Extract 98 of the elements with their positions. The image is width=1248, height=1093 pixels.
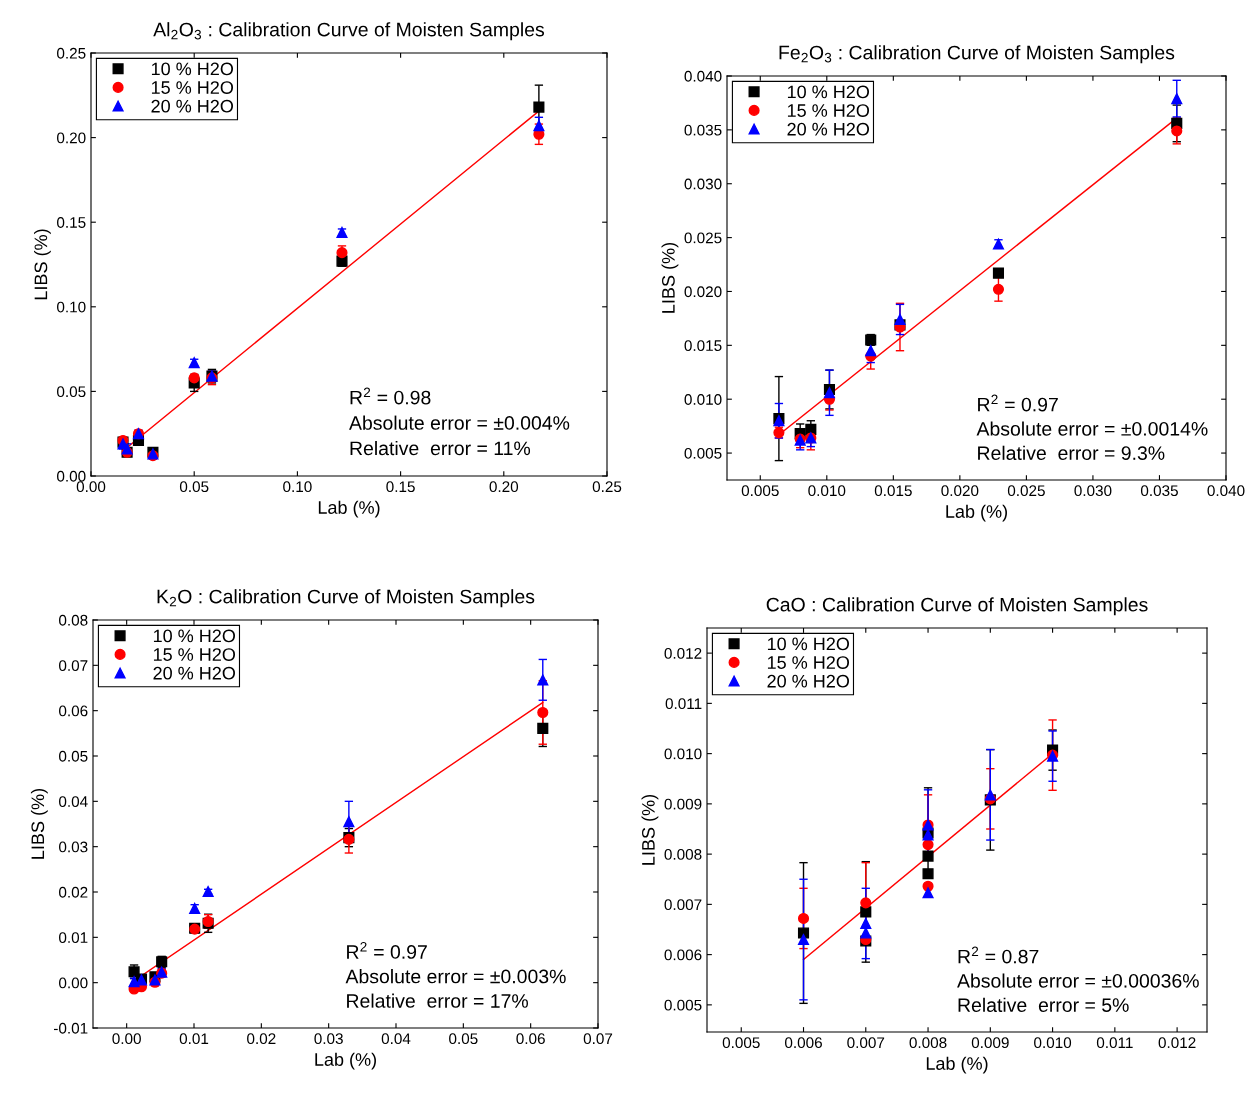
y-tick-label: 0.005 xyxy=(664,999,702,1011)
y-tick-label: 0.010 xyxy=(684,394,722,405)
annotation: Relative error = 11% xyxy=(350,440,531,456)
x-axis-title: Lab (%) xyxy=(926,1056,988,1074)
annotation: Absolute error = ±0.0014% xyxy=(976,421,1208,436)
x-tick-label: 0.20 xyxy=(489,481,519,493)
y-tick-label: -0.01 xyxy=(54,1022,88,1034)
x-axis-title: Lab (%) xyxy=(315,1052,376,1070)
y-axis-title: LIBS (%) xyxy=(34,229,51,300)
x-tick-label: 0.015 xyxy=(874,485,912,497)
y-tick-label: 0.015 xyxy=(684,340,722,352)
y-tick-label: 0.009 xyxy=(664,798,702,810)
x-tick-label: 0.020 xyxy=(941,485,979,497)
annotation: Absolute error = ±0.00036% xyxy=(957,973,1199,988)
x-axis-title: Lab (%) xyxy=(318,500,380,518)
y-tick-label: 0.006 xyxy=(664,949,702,961)
x-tick-label: 0.008 xyxy=(909,1037,947,1049)
annotation: R$^{2}$ = 0.97 xyxy=(347,941,427,959)
y-tick-label: 0.20 xyxy=(57,132,86,144)
annotation: Absolute error = ±0.004% xyxy=(349,415,570,430)
x-tick-label: 0.00 xyxy=(112,1033,141,1045)
x-tick-label: 0.005 xyxy=(722,1037,760,1049)
x-tick-label: 0.06 xyxy=(516,1033,545,1045)
y-tick-label: 0.030 xyxy=(684,178,722,190)
chart-title: CaO : Calibration Curve of Moisten Samples xyxy=(766,597,1148,616)
y-tick-label: 0.10 xyxy=(57,301,86,313)
legend-label: 10 % H2O xyxy=(787,85,870,99)
y-tick-label: 0.25 xyxy=(57,47,86,59)
legend-label: 20 % H2O xyxy=(767,674,850,688)
annotation: Relative error = 5% xyxy=(958,997,1129,1012)
y-tick-label: 0.01 xyxy=(59,932,88,944)
annotation: Relative error = 17% xyxy=(347,993,528,1008)
legend-label: 15 % H2O xyxy=(787,104,870,117)
y-tick-label: 0.08 xyxy=(59,614,88,626)
x-tick-label: 0.04 xyxy=(381,1033,411,1045)
x-tick-label: 0.007 xyxy=(847,1037,885,1049)
x-tick-label: 0.005 xyxy=(741,485,779,497)
x-tick-label: 0.012 xyxy=(1158,1037,1196,1049)
x-tick-label: 0.10 xyxy=(283,481,312,493)
legend-label: 15 % H2O xyxy=(151,81,234,94)
y-tick-label: 0.15 xyxy=(57,217,86,228)
x-tick-label: 0.009 xyxy=(971,1037,1009,1049)
x-axis-title: Lab (%) xyxy=(946,504,1007,522)
y-tick-label: 0.03 xyxy=(59,841,88,853)
legend-label: 10 % H2O xyxy=(767,637,850,651)
y-tick-label: 0.008 xyxy=(664,848,702,860)
legend-label: 15 % H2O xyxy=(767,656,850,669)
x-tick-label: 0.03 xyxy=(314,1033,343,1045)
y-axis-title: LIBS (%) xyxy=(30,789,48,859)
x-tick-label: 0.05 xyxy=(449,1033,478,1045)
chart-title: Al$_{2}$O$_{3}$ : Calibration Curve of Moisten Samples xyxy=(153,22,545,41)
y-tick-label: 0.06 xyxy=(59,705,88,717)
annotation: Relative error = 9.3% xyxy=(978,445,1165,460)
legend-label: 20 % H2O xyxy=(151,99,234,113)
y-tick-label: 0.025 xyxy=(684,232,722,244)
x-tick-label: 0.07 xyxy=(583,1033,613,1045)
x-tick-label: 0.025 xyxy=(1007,485,1045,497)
y-tick-label: 0.035 xyxy=(684,124,722,136)
x-tick-label: 0.01 xyxy=(179,1033,209,1045)
y-tick-label: 0.005 xyxy=(684,447,722,459)
x-tick-label: 0.010 xyxy=(1034,1037,1072,1049)
y-tick-label: 0.020 xyxy=(684,286,722,298)
legend-label: 10 % H2O xyxy=(151,62,234,76)
y-tick-label: 0.007 xyxy=(664,899,702,911)
y-tick-label: 0.040 xyxy=(684,70,722,82)
y-tick-label: 0.02 xyxy=(59,886,88,898)
annotation: R$^{2}$ = 0.98 xyxy=(350,387,431,405)
x-tick-label: 0.15 xyxy=(386,481,415,493)
chart-title: Fe$_{2}$O$_{3}$ : Calibration Curve of Moisten Samples xyxy=(779,45,1175,64)
y-tick-label: 0.011 xyxy=(665,698,702,710)
x-tick-label: 0.035 xyxy=(1140,485,1178,497)
chart-title: K$_{2}$O : Calibration Curve of Moisten Samples xyxy=(157,589,535,608)
legend-label: 20 % H2O xyxy=(153,666,236,680)
y-axis-title: LIBS (%) xyxy=(641,795,659,865)
y-tick-label: 0.05 xyxy=(57,386,86,398)
annotation: Absolute error = ±0.003% xyxy=(345,969,566,984)
x-tick-label: 0.010 xyxy=(808,485,846,497)
x-tick-label: 0.011 xyxy=(1096,1037,1133,1049)
x-tick-label: 0.02 xyxy=(247,1033,276,1045)
y-tick-label: 0.07 xyxy=(59,660,88,672)
y-tick-label: 0.04 xyxy=(59,796,88,808)
x-tick-label: 0.25 xyxy=(592,481,622,493)
legend-label: 10 % H2O xyxy=(153,629,236,643)
x-tick-label: 0.006 xyxy=(785,1037,822,1049)
legend-label: 15 % H2O xyxy=(153,648,236,661)
y-tick-label: 0.05 xyxy=(59,750,88,762)
x-tick-label: 0.030 xyxy=(1074,485,1112,497)
y-tick-label: 0.010 xyxy=(664,748,702,760)
legend-label: 20 % H2O xyxy=(787,122,870,136)
annotation: R$^{2}$ = 0.97 xyxy=(978,394,1058,412)
y-tick-label: 0.00 xyxy=(59,977,88,989)
x-tick-label: 0.040 xyxy=(1207,485,1245,497)
y-tick-label: 0.00 xyxy=(57,470,86,482)
x-tick-label: 0.05 xyxy=(179,481,209,493)
y-axis-title: LIBS (%) xyxy=(661,243,679,313)
x-tick-label: 0.00 xyxy=(76,481,106,493)
y-tick-label: 0.012 xyxy=(664,647,702,659)
annotation: R$^{2}$ = 0.87 xyxy=(958,946,1039,964)
